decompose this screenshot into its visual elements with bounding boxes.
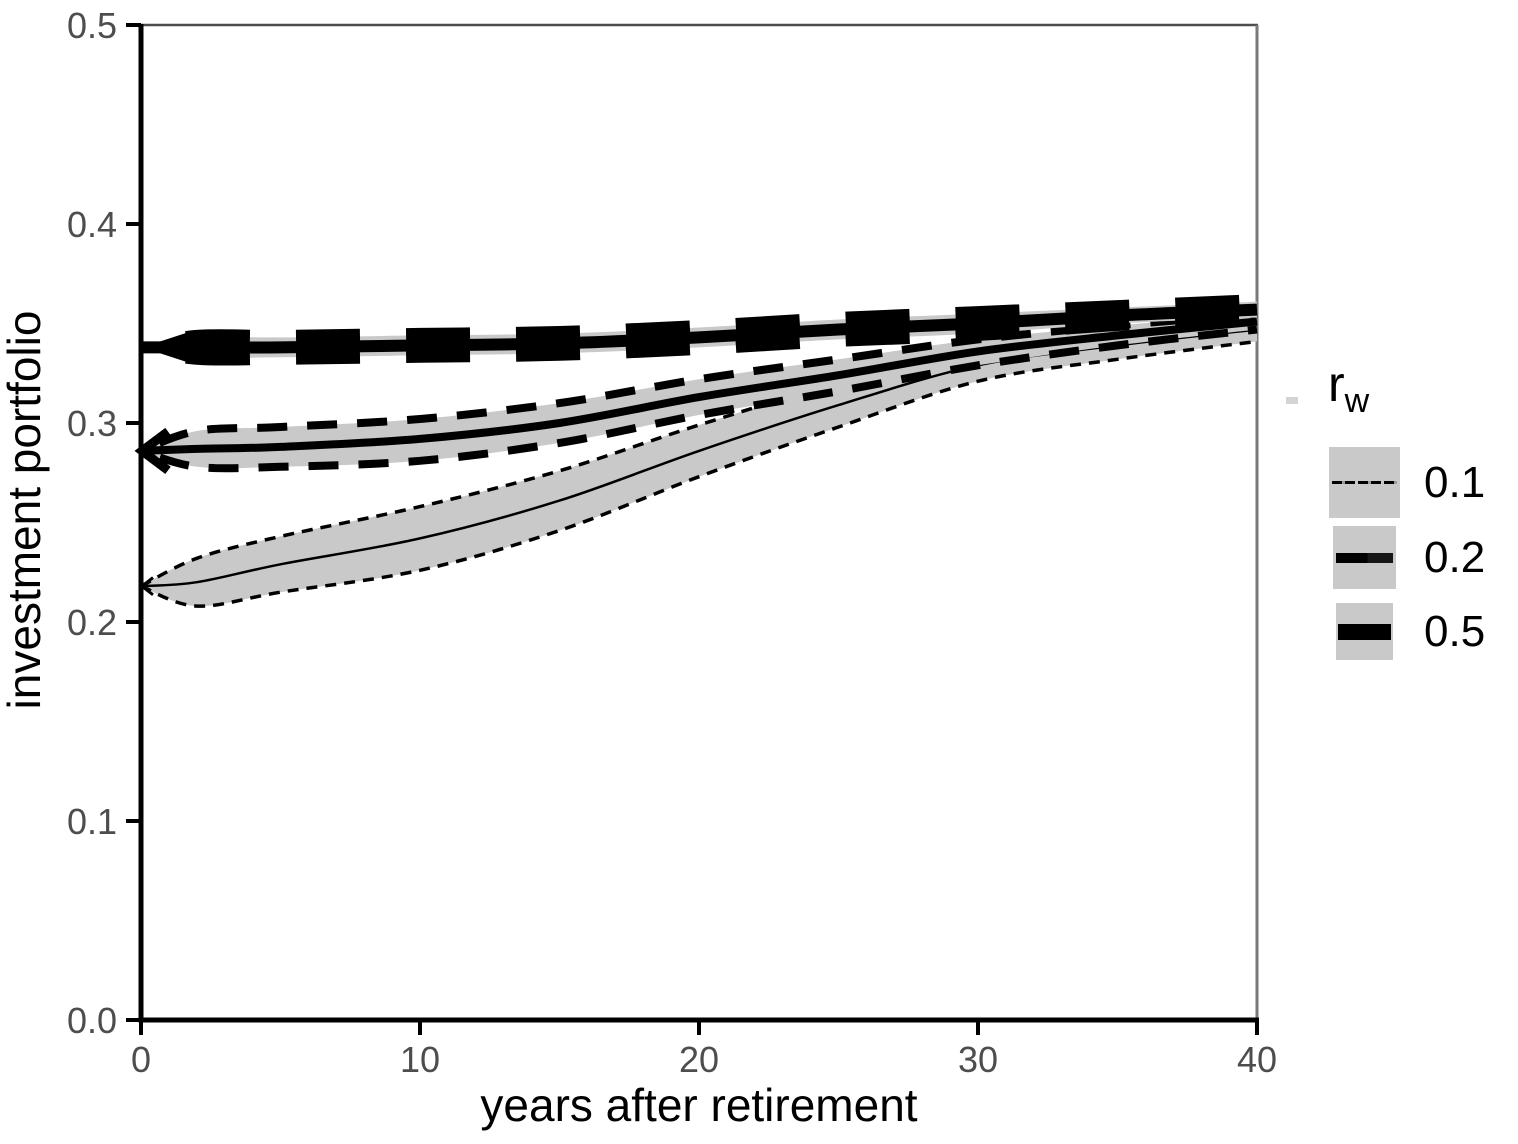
x-axis-title: years after retirement: [480, 1079, 918, 1131]
legend-artifact-mark: [1286, 397, 1298, 404]
x-tick-label-20: 20: [679, 1039, 719, 1080]
legend-entry-0.2: 0.2: [1333, 526, 1485, 589]
y-tick-label-0.5: 0.5: [67, 5, 117, 46]
legend-title-main: r: [1328, 356, 1345, 412]
ribbon-upper-boundary-0.1: [140, 315, 1258, 588]
legend-key-line-0.5: [1338, 623, 1391, 640]
series-0.2: [134, 309, 1258, 474]
legend-key-line-0.2: [1335, 552, 1394, 563]
ribbon-lower-boundary-0.1: [140, 339, 1258, 608]
legend-key-ribbon-0.2: [1333, 526, 1396, 589]
ribbon-lower-boundary-0.2: [139, 325, 1258, 473]
legend-title: rw: [1328, 355, 1369, 421]
y-tick-label-0.4: 0.4: [67, 204, 117, 245]
mean-line-0.5: [141, 303, 1258, 354]
ribbon-lower-boundary-0.5: [139, 310, 1258, 366]
ribbon-upper-boundary-0.5: [139, 294, 1258, 355]
legend-key-ribbon-0.1: [1329, 447, 1400, 518]
legend: rw 0.1 0.2 0.5: [1284, 355, 1518, 685]
left-arrow-icon-0.5: [142, 330, 194, 365]
legend-label-0.5: 0.5: [1424, 606, 1486, 656]
legend-label-0.2: 0.2: [1424, 532, 1486, 582]
x-tick-label-10: 10: [400, 1039, 440, 1080]
legend-key-ribbon-0.5: [1336, 603, 1393, 660]
x-tick-label-40: 40: [1237, 1039, 1277, 1080]
y-tick-label-0.0: 0.0: [67, 1000, 117, 1041]
y-tick-label-0.3: 0.3: [67, 403, 117, 444]
legend-label-0.1: 0.1: [1424, 457, 1486, 507]
legend-key-line-0.1: [1331, 481, 1398, 484]
mean-line-0.2: [140, 317, 1258, 455]
ribbon-upper-boundary-0.2: [139, 309, 1258, 455]
y-axis-title: investment portfolio: [0, 310, 50, 710]
x-tick-label-0: 0: [131, 1039, 151, 1080]
y-tick-label-0.1: 0.1: [67, 801, 117, 842]
series-0.5: [139, 294, 1258, 366]
legend-entry-0.1: 0.1: [1329, 447, 1485, 518]
y-tick-label-0.2: 0.2: [67, 602, 117, 643]
ribbon-0.1: [141, 317, 1257, 607]
legend-entry-0.5: 0.5: [1336, 603, 1485, 660]
x-tick-label-30: 30: [958, 1039, 998, 1080]
legend-title-sub: w: [1344, 382, 1370, 420]
